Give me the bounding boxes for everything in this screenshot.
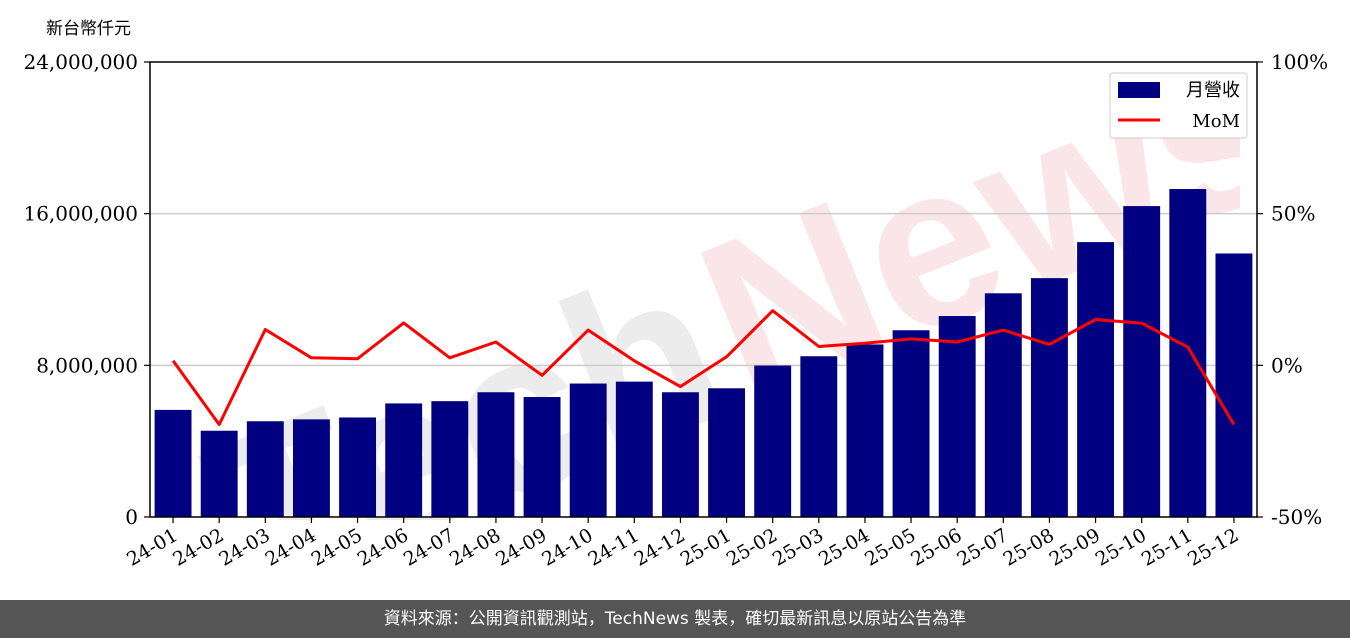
x-tick-label: 24-10 [538, 524, 596, 570]
right-tick-label: -50% [1271, 505, 1322, 529]
bar-25-01 [708, 388, 746, 517]
left-tick-label: 0 [125, 505, 138, 529]
legend-bar-label: 月營收 [1186, 80, 1240, 101]
bars-layer [154, 189, 1253, 518]
x-tick-label: 24-01 [123, 524, 181, 570]
left-tick-label: 16,000,000 [23, 202, 138, 226]
bar-25-11 [1169, 189, 1207, 518]
left-axis-ticks: 0 8,000,000 16,000,000 24,000,000 [23, 50, 150, 529]
x-tick-label: 24-02 [169, 524, 227, 570]
plot-frame [149, 61, 1258, 518]
right-tick-label: 100% [1271, 50, 1328, 74]
y-unit-label: 新台幣仟元 [46, 19, 131, 39]
x-tick-label: 25-05 [861, 524, 919, 570]
bar-24-07 [431, 401, 469, 517]
x-tick-label: 24-11 [584, 524, 642, 570]
bar-24-12 [661, 392, 699, 517]
mom-line-layer [171, 309, 1236, 426]
right-tick-label: 0% [1271, 353, 1303, 377]
bar-25-04 [846, 344, 884, 517]
bar-25-02 [754, 365, 792, 517]
revenue-chart: 0 8,000,000 16,000,000 24,000,000 -50% 0% 50%… [23, 19, 1328, 571]
x-tick-label: 24-06 [354, 524, 412, 570]
bar-25-05 [892, 330, 930, 517]
x-tick-label: 25-01 [677, 524, 735, 570]
bar-25-09 [1077, 242, 1115, 517]
right-tick-label: 50% [1271, 202, 1315, 226]
x-tick-label: 25-07 [953, 524, 1011, 570]
axes-layer [149, 61, 1258, 518]
x-tick-label: 25-03 [769, 524, 827, 570]
source-footer: 資料來源：公開資訊觀測站，TechNews 製表，確切最新訊息以原站公告為準 [0, 600, 1350, 638]
x-tick-label: 24-03 [215, 524, 273, 570]
left-tick-label: 8,000,000 [36, 353, 138, 377]
bar-24-11 [615, 381, 653, 517]
x-tick-label: 25-04 [815, 524, 873, 570]
bar-25-07 [984, 293, 1022, 517]
mom-line [171, 309, 1236, 426]
x-tick-label: 25-06 [907, 524, 965, 570]
bar-24-02 [200, 430, 238, 517]
bar-25-08 [1030, 278, 1068, 517]
bar-25-10 [1123, 206, 1161, 518]
x-tick-label: 25-02 [723, 524, 781, 570]
legend-line-label: MoM [1192, 111, 1240, 132]
x-tick-label: 25-10 [1092, 524, 1150, 570]
right-axis-ticks: -50% 0% 50% 100% [1257, 50, 1328, 529]
bar-24-01 [154, 409, 192, 517]
x-tick-label: 24-07 [400, 524, 458, 570]
gridlines [150, 212, 1257, 367]
bar-24-04 [292, 419, 330, 517]
x-tick-label: 24-12 [630, 524, 688, 570]
bar-24-06 [385, 403, 423, 517]
x-tick-label: 25-09 [1046, 524, 1104, 570]
x-tick-label: 25-12 [1184, 524, 1242, 570]
bar-24-10 [569, 383, 607, 517]
bar-24-08 [477, 392, 515, 517]
bar-25-12 [1215, 253, 1253, 517]
x-tick-label: 24-04 [261, 524, 319, 570]
bar-25-03 [800, 356, 838, 517]
legend: 月營收 MoM [1109, 72, 1248, 139]
bar-24-09 [523, 396, 561, 517]
x-tick-label: 25-08 [999, 524, 1057, 570]
left-tick-label: 24,000,000 [23, 50, 138, 74]
x-tick-label: 24-08 [446, 524, 504, 570]
x-tick-label: 24-09 [492, 524, 550, 570]
bar-24-05 [339, 417, 377, 517]
x-tick-label: 25-11 [1138, 524, 1196, 570]
legend-bar-swatch [1118, 82, 1160, 98]
x-tick-label: 24-05 [308, 524, 366, 570]
x-axis-ticks: 24-0124-0224-0324-0424-0524-0624-0724-08… [123, 517, 1242, 571]
bar-24-03 [246, 421, 284, 517]
bar-25-06 [938, 316, 976, 517]
